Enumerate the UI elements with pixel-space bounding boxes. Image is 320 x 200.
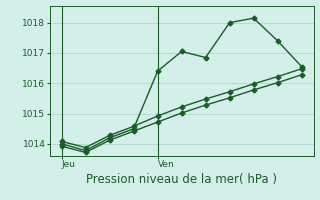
- X-axis label: Pression niveau de la mer( hPa ): Pression niveau de la mer( hPa ): [86, 173, 277, 186]
